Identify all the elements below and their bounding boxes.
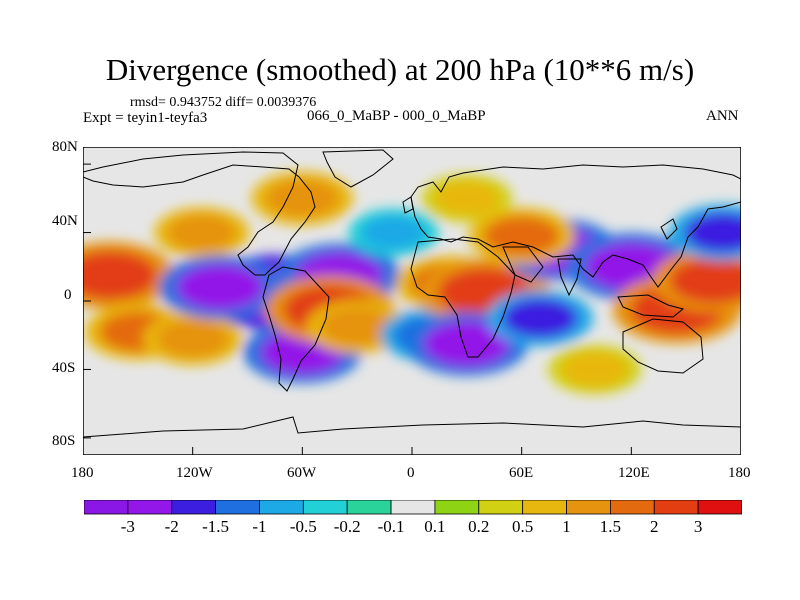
lat-tick-80n: 80N	[52, 139, 78, 155]
coastlines	[83, 149, 741, 438]
lon-tick-60w: 60W	[287, 465, 317, 481]
colorbar-swatch	[390, 500, 436, 515]
colorbar-swatch	[84, 500, 129, 515]
cases-label: 066_0_MaBP - 000_0_MaBP	[307, 108, 486, 124]
field-feature	[483, 215, 560, 256]
colorbar-swatch	[434, 500, 480, 515]
colorbar-label: 2	[650, 517, 659, 536]
coastline-uk	[402, 196, 414, 214]
colorbar-label: 0.1	[424, 517, 446, 536]
lon-tick-120w: 120W	[176, 465, 213, 481]
field-feature	[265, 179, 339, 218]
coastline-south-america	[262, 266, 330, 392]
colorbar-swatch	[697, 500, 742, 515]
field-feature	[361, 215, 427, 250]
field-feature	[501, 298, 578, 339]
experiment-label: Expt = teyin1-teyfa3	[83, 110, 208, 126]
lat-tick-80s: 80S	[52, 433, 76, 449]
lon-tick-120e: 120E	[618, 465, 650, 481]
colorbar-label: -2	[164, 517, 179, 536]
coastline-arabia	[502, 246, 544, 283]
lon-tick-0: 0	[407, 465, 415, 481]
axis-ticks	[83, 163, 741, 455]
field-feature	[176, 264, 264, 311]
divergence-map	[83, 147, 741, 455]
colorbar-label: 1	[562, 517, 571, 536]
coastline-japan	[660, 218, 678, 240]
colorbar-swatch	[302, 500, 348, 515]
colorbar-swatch	[259, 500, 304, 515]
lon-tick-180e: 180	[728, 465, 751, 481]
divergence-field	[83, 171, 741, 395]
colorbar-label: 1.5	[599, 517, 622, 536]
field-feature	[423, 320, 511, 367]
colorbar-swatch	[346, 500, 392, 515]
stats-line: rmsd= 0.943752 diff= 0.0039376	[130, 95, 317, 110]
field-feature	[320, 307, 394, 346]
lon-tick-60e: 60E	[509, 465, 534, 481]
colorbar	[84, 500, 742, 515]
field-feature	[684, 212, 741, 253]
colorbar-swatch	[171, 500, 216, 515]
colorbar-label: -0.1	[377, 517, 405, 536]
field-feature	[669, 257, 741, 304]
colorbar-swatch	[215, 500, 260, 515]
lon-tick-180w: 180	[71, 465, 94, 481]
field-feature	[83, 251, 157, 300]
colorbar-label: -0.5	[289, 517, 317, 536]
season-label: ANN	[706, 108, 739, 124]
colorbar-label: -3	[120, 517, 135, 536]
lat-tick-40s: 40S	[52, 360, 76, 376]
field-feature	[167, 214, 236, 251]
lat-tick-0: 0	[64, 287, 72, 303]
lat-tick-40n: 40N	[52, 213, 78, 229]
coastline-indonesia	[617, 294, 685, 318]
colorbar-swatch	[522, 500, 567, 515]
colorbar-label: 0.2	[468, 517, 490, 536]
colorbar-label: -0.2	[333, 517, 361, 536]
coastline-eurasia	[410, 164, 741, 288]
coastline-india	[557, 258, 582, 297]
coastline-north-america	[83, 151, 316, 276]
coastline-africa	[410, 238, 516, 358]
colorbar-label: -1.5	[202, 517, 230, 536]
colorbar-swatch	[610, 500, 655, 515]
coastline-greenland	[322, 149, 394, 188]
plot-title: Divergence (smoothed) at 200 hPa (10**6 …	[105, 52, 695, 87]
colorbar-swatch	[653, 500, 699, 515]
coastline-antarctica	[83, 416, 741, 438]
colorbar-swatch	[478, 500, 524, 515]
colorbar-label: -1	[252, 517, 267, 536]
field-feature	[434, 181, 500, 216]
field-feature	[157, 319, 229, 358]
field-feature	[561, 351, 628, 388]
colorbar-label: 3	[693, 517, 703, 536]
colorbar-label: 0.5	[512, 517, 534, 536]
colorbar-swatch	[566, 500, 611, 515]
colorbar-swatch	[127, 500, 173, 515]
coastline-australia	[622, 318, 704, 374]
